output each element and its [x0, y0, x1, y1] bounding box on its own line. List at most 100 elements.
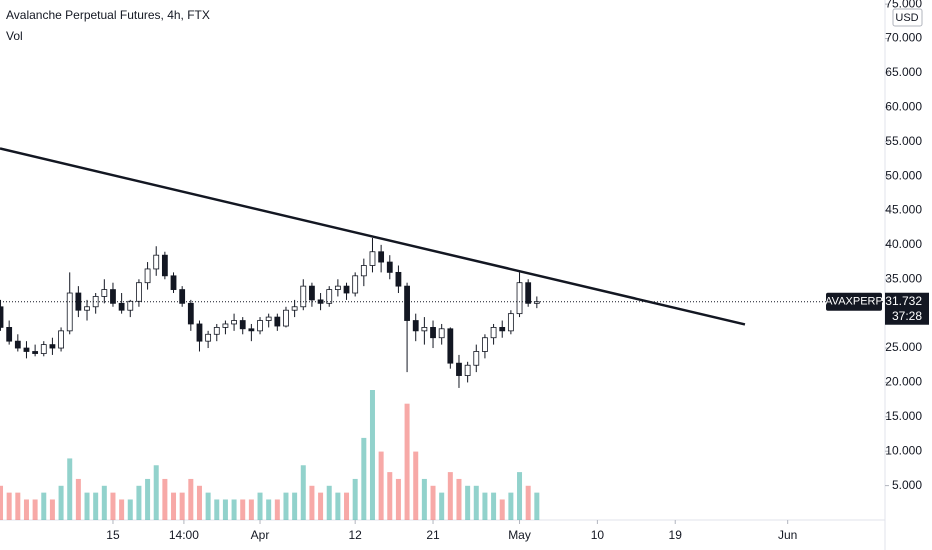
- volume-bar: [352, 478, 358, 520]
- volume-bar: [534, 492, 540, 520]
- candle-body: [205, 333, 212, 342]
- candle-body: [300, 285, 307, 308]
- x-tick-label: 12: [348, 528, 362, 542]
- candle-body: [49, 344, 56, 349]
- candle-body: [507, 313, 514, 332]
- y-tick-label: 45.000: [885, 203, 922, 217]
- candle-body: [14, 340, 21, 349]
- volume-bar: [369, 390, 375, 520]
- volume-bar: [473, 485, 479, 520]
- candle-body: [369, 251, 376, 266]
- candle-body: [257, 320, 263, 332]
- y-tick-label: 15.000: [885, 409, 922, 423]
- candle-body: [170, 275, 177, 290]
- volume-bar: [404, 403, 410, 520]
- candle-body: [378, 251, 385, 263]
- volume-bar: [430, 485, 436, 520]
- candle-body: [127, 300, 134, 311]
- x-tick-label: 15: [106, 528, 120, 542]
- volume-bar: [248, 499, 254, 520]
- volume-bar: [231, 499, 237, 520]
- y-tick-label: 25.000: [885, 340, 922, 354]
- candle-body: [438, 328, 445, 339]
- candle-body: [136, 282, 142, 302]
- volume-bar: [67, 458, 73, 520]
- volume-bar: [222, 499, 228, 520]
- volume-bar: [335, 492, 341, 520]
- candle-body: [456, 362, 462, 376]
- candle-body: [525, 282, 532, 304]
- candle-body: [343, 285, 350, 294]
- y-tick-label: 40.000: [885, 237, 922, 251]
- candle-body: [23, 347, 30, 352]
- volume-bar: [421, 478, 427, 520]
- candle-body: [283, 309, 289, 327]
- candle-body: [153, 254, 160, 270]
- y-tick-label: 70.000: [885, 31, 922, 45]
- volume-bar: [119, 499, 125, 520]
- volume-bar: [32, 499, 38, 520]
- currency-box[interactable]: [892, 8, 923, 27]
- y-tick-label: 50.000: [885, 168, 922, 182]
- candle-body: [309, 285, 315, 301]
- candle-body: [248, 328, 255, 332]
- candle-body: [404, 285, 410, 321]
- volume-bar: [49, 499, 55, 520]
- volume-bar: [300, 465, 306, 520]
- y-tick-label: 60.000: [885, 99, 922, 113]
- candle-body: [40, 344, 47, 354]
- trendline: [0, 147, 746, 326]
- volume-bar: [439, 492, 445, 520]
- x-tick-label: 19: [669, 528, 683, 542]
- candle-body: [412, 320, 419, 332]
- last-price-box: [885, 292, 929, 325]
- candle-body: [6, 327, 13, 342]
- volume-label: Vol: [6, 29, 23, 43]
- candle-body: [84, 306, 90, 311]
- candle-body: [161, 254, 168, 277]
- volume-bar: [491, 492, 497, 520]
- candle-body: [144, 268, 151, 284]
- candle-body: [326, 289, 333, 304]
- y-tick-label: 75.000: [885, 0, 922, 10]
- candle-body: [334, 285, 341, 290]
- x-tick-label: May: [508, 528, 531, 542]
- volume-bar: [456, 478, 462, 520]
- volume-bar: [309, 485, 315, 520]
- volume-bar: [101, 485, 107, 520]
- volume-bar: [162, 478, 168, 520]
- volume-bar: [413, 451, 419, 520]
- candle-body: [386, 261, 393, 273]
- candle-body: [274, 316, 281, 327]
- candle-body: [265, 316, 272, 321]
- y-tick-label: 35.000: [885, 271, 922, 285]
- volume-bar: [266, 499, 272, 520]
- last-price-label: 31.732: [885, 294, 922, 308]
- symbol-box: [826, 292, 882, 311]
- candle-body: [32, 351, 39, 354]
- volume-bar: [274, 499, 280, 520]
- volume-bar: [447, 472, 453, 520]
- candle-body: [352, 275, 359, 294]
- volume-bar: [214, 499, 220, 520]
- volume-bar: [15, 492, 21, 520]
- volume-bar: [508, 492, 514, 520]
- volume-bar: [326, 485, 332, 520]
- volume-bar: [6, 492, 12, 520]
- candle-body: [516, 282, 523, 315]
- candle-body: [179, 289, 186, 304]
- volume-bar: [196, 485, 202, 520]
- volume-bar: [361, 437, 367, 520]
- x-tick-label: Apr: [251, 528, 270, 542]
- candle-body: [231, 320, 237, 325]
- volume-bar: [179, 492, 185, 520]
- candle-body: [533, 301, 540, 304]
- volume-bar: [136, 485, 142, 520]
- volume-bar: [188, 478, 194, 520]
- volume-bar: [84, 492, 90, 520]
- currency[interactable]: USD: [895, 12, 918, 24]
- countdown-label: 37:28: [892, 309, 922, 323]
- volume-bar: [240, 499, 246, 520]
